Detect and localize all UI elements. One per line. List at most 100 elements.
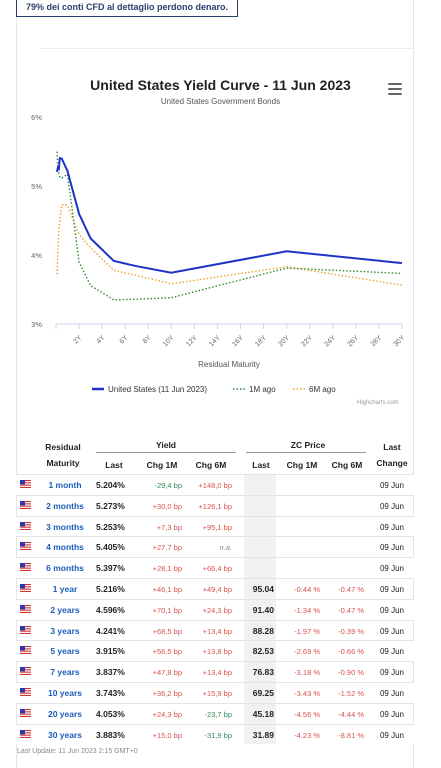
x-tick-label: 22Y <box>300 334 314 348</box>
last-change-date: 09 Jun <box>379 584 405 594</box>
maturity-link[interactable]: 3 months <box>46 521 84 532</box>
yield-chg-1m: +47,8 bp <box>152 668 182 678</box>
zc-chg-6m: -0.90 % <box>338 668 364 678</box>
maturity-link[interactable]: 3 years <box>50 625 80 636</box>
maturity-link[interactable]: 10 years <box>47 687 83 698</box>
header-zc-last: Last <box>252 460 270 470</box>
header-chg6m: Chg 6M <box>195 460 227 470</box>
yield-chg-1m: +46,1 bp <box>152 584 182 594</box>
us-flag-icon <box>20 542 31 551</box>
yield-last: 4.596% <box>96 604 125 615</box>
table-row[interactable]: 2 years 4.596% +70,1 bp +24,3 bp 91.40 -1.34 … <box>16 598 414 620</box>
yield-last: 5.253% <box>96 521 125 532</box>
zc-chg-6m: -0.66 % <box>338 647 364 657</box>
maturity-link[interactable]: 5 years <box>50 646 80 657</box>
yield-last: 5.405% <box>96 542 125 553</box>
header-yield: Yield <box>156 440 176 450</box>
zc-column-bg <box>244 724 276 745</box>
zc-chg-1m: -3.43 % <box>294 688 320 698</box>
us-flag-icon <box>20 500 31 509</box>
header-zc-chg6m: Chg 6M <box>331 460 363 470</box>
zc-chg-1m: -3.18 % <box>294 668 320 678</box>
maturity-link[interactable]: 4 months <box>46 542 84 553</box>
table-row[interactable]: 3 months 5.253% +7,3 bp +95,1 bp 09 Jun <box>16 515 414 537</box>
zc-chg-6m: -1.52 % <box>338 688 364 698</box>
yield-chg-1m: +24,3 bp <box>152 709 182 719</box>
header-last-top: Last <box>383 442 401 452</box>
zc-chg-6m: -8.81 % <box>338 730 364 740</box>
table-row[interactable]: 20 years 4.053% +24,3 bp -23,7 bp 45.18 -4.56… <box>16 702 414 724</box>
zc-column-bg <box>244 495 276 516</box>
yield-last: 3.915% <box>96 646 125 657</box>
x-tick-label: 24Y <box>323 334 337 348</box>
table-row[interactable]: 1 year 5.216% +46,1 bp +49,4 bp 95.04 -0.44 %… <box>16 577 414 599</box>
x-tick-label: 8Y <box>142 334 153 345</box>
x-tick-label: 12Y <box>185 334 199 348</box>
zc-chg-1m: -2.69 % <box>294 647 320 657</box>
last-update-footer: Last Update: 11 Jun 2023 2:15 GMT+0 <box>17 748 138 755</box>
maturity-link[interactable]: 2 months <box>46 500 84 511</box>
legend-label: United States (11 Jun 2023) <box>108 385 207 394</box>
maturity-link[interactable]: 1 year <box>52 583 78 594</box>
us-flag-icon <box>20 646 31 655</box>
yield-chg-6m: +49,4 bp <box>202 584 232 594</box>
header-zc-chg1m: Chg 1M <box>286 460 318 470</box>
legend-label: 1M ago <box>249 385 276 394</box>
chart-credits[interactable]: Highcharts.com <box>357 400 399 406</box>
maturity-link[interactable]: 30 years <box>47 729 83 740</box>
maturity-link[interactable]: 7 years <box>50 667 80 678</box>
table-row[interactable]: 4 months 5.405% +27,7 bp n.a. 09 Jun <box>16 536 414 558</box>
maturity-link[interactable]: 20 years <box>47 708 83 719</box>
header-last: Last <box>105 460 123 470</box>
maturity-link[interactable]: 6 months <box>46 563 84 574</box>
maturity-link[interactable]: 1 month <box>48 480 82 490</box>
table-row[interactable]: 2 months 5.273% +30,0 bp +126,1 bp 09 Jun <box>16 494 414 516</box>
zc-chg-1m: -4.56 % <box>294 709 320 719</box>
x-tick-label: 26Y <box>347 334 361 348</box>
zc-price-last: 88.28 <box>252 625 274 636</box>
last-change-date: 09 Jun <box>379 626 405 636</box>
yield-chg-6m: +13,4 bp <box>202 668 232 678</box>
table-row[interactable]: 30 years 3.883% +15,0 bp -31,9 bp 31.89 -4.23… <box>16 723 414 745</box>
zc-price-last: 95.04 <box>252 583 274 594</box>
table-row[interactable]: 7 years 3.837% +47,8 bp +13,4 bp 76.83 -3.18 … <box>16 661 414 682</box>
table-row[interactable]: 6 months 5.397% +28,1 bp +66,4 bp 09 Jun <box>16 557 414 578</box>
yield-chg-6m: +66,4 bp <box>202 564 232 574</box>
hamburger-menu-icon[interactable] <box>388 83 402 95</box>
last-change-date: 09 Jun <box>379 501 405 511</box>
yield-chg-6m: +126,1 bp <box>198 501 232 511</box>
header-zc-price: ZC Price <box>290 440 326 450</box>
x-tick-label: 30Y <box>393 334 407 348</box>
zc-column-bg <box>244 682 276 703</box>
table-row[interactable]: 10 years 3.743% +36,2 bp +15,9 bp 69.25 -3.43… <box>16 681 414 703</box>
yield-chg-6m: +148,0 bp <box>198 481 232 490</box>
maturity-link[interactable]: 2 years <box>50 604 80 615</box>
yield-chg-1m: +70,1 bp <box>152 605 182 615</box>
zc-column-bg <box>244 558 276 578</box>
zc-column-bg <box>244 516 276 537</box>
header-chg1m: Chg 1M <box>146 460 178 470</box>
us-flag-icon <box>20 729 31 738</box>
yield-last: 3.837% <box>96 667 125 678</box>
yield-chg-1m: +36,2 bp <box>152 688 182 698</box>
zc-chg-1m: -4.23 % <box>294 730 320 740</box>
us-flag-icon <box>20 667 31 676</box>
yield-chg-6m: n.a. <box>219 543 232 553</box>
zc-chg-6m: -4.44 % <box>338 709 364 719</box>
zc-chg-1m: -1.97 % <box>294 626 320 636</box>
us-flag-icon <box>20 563 31 572</box>
chart-title: United States Yield Curve - 11 Jun 2023 <box>90 77 351 93</box>
zc-price-last: 91.40 <box>252 604 274 615</box>
yield-chg-1m: +27,7 bp <box>152 543 182 553</box>
header-zc-underline <box>246 452 366 453</box>
yield-chg-6m: +13,8 bp <box>202 647 232 657</box>
risk-warning-banner: 79% dei conti CFD al dettaglio perdono d… <box>16 0 238 17</box>
last-change-date: 09 Jun <box>379 564 405 574</box>
table-row[interactable]: 5 years 3.915% +56,5 bp +13,8 bp 82.53 -2.69 … <box>16 640 414 662</box>
divider <box>40 48 414 49</box>
zc-chg-1m: -1.34 % <box>294 605 320 615</box>
y-tick-label: 6% <box>31 113 42 122</box>
table-row[interactable]: 3 years 4.241% +68,5 bp +13,4 bp 88.28 -1.97 … <box>16 619 414 641</box>
table-row[interactable]: 1 month 5.204% -29,4 bp +148,0 bp 09 Jun <box>16 474 414 495</box>
series-line-1 <box>56 151 403 301</box>
